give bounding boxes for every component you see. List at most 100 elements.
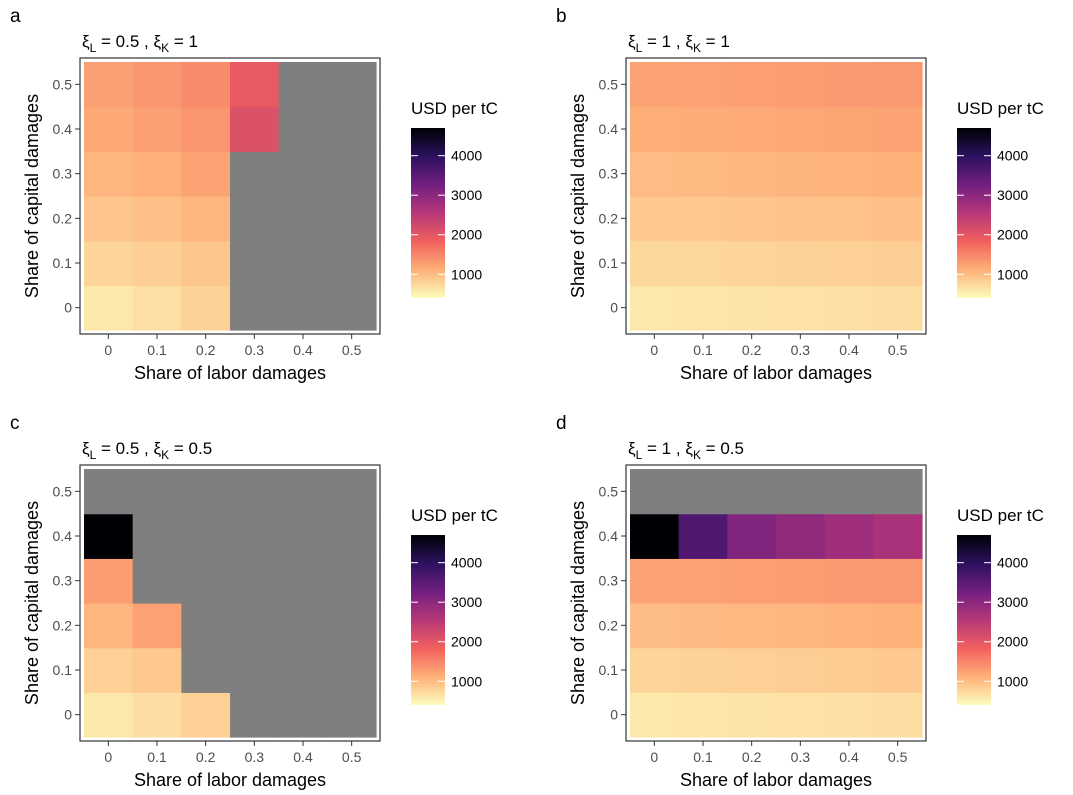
heat-cell: [727, 647, 777, 693]
x-tick-label: 0.4: [839, 749, 859, 765]
x-tick-label: 0: [104, 342, 112, 358]
x-tick-label: 0.5: [342, 749, 362, 765]
legend-colorbar: [411, 535, 445, 705]
y-tick-label: 0.3: [599, 166, 619, 182]
legend-break-label: 3000: [997, 187, 1028, 203]
x-tick-label: 0.2: [742, 342, 762, 358]
x-axis-label: Share of labor damages: [680, 770, 872, 790]
heat-cell: [278, 106, 328, 152]
panel-title: ξL = 1 , ξK = 1: [628, 32, 730, 55]
heat-cell: [776, 647, 826, 693]
x-tick-label: 0.5: [342, 342, 362, 358]
heat-cell: [873, 106, 923, 152]
heat-cell: [824, 603, 874, 649]
y-tick-label: 0.5: [53, 483, 73, 499]
legend-break-label: 4000: [997, 148, 1028, 164]
heat-cell: [327, 285, 377, 331]
heat-cell: [630, 513, 680, 559]
heat-cell: [776, 196, 826, 242]
legend-break-label: 1000: [997, 266, 1028, 282]
heat-cell: [824, 469, 874, 515]
heat-cell: [678, 240, 728, 286]
heat-cell: [824, 513, 874, 559]
heat-cell: [132, 603, 182, 649]
heat-cell: [727, 603, 777, 649]
x-tick-label: 0.2: [196, 342, 216, 358]
legend-title: USD per tC: [957, 99, 1044, 118]
heat-cell: [727, 469, 777, 515]
legend-break-label: 1000: [997, 673, 1028, 689]
heat-cell: [776, 469, 826, 515]
heat-cell: [630, 151, 680, 197]
x-tick-label: 0.3: [245, 342, 265, 358]
legend-break-label: 3000: [451, 594, 482, 610]
y-axis-label: Share of capital damages: [22, 501, 42, 705]
heat-cell: [678, 196, 728, 242]
heat-cell: [873, 603, 923, 649]
x-tick-label: 0.1: [693, 342, 713, 358]
heat-cell: [230, 647, 280, 693]
heat-cell: [132, 513, 182, 559]
x-tick-label: 0: [650, 342, 658, 358]
legend-break-label: 4000: [997, 555, 1028, 571]
heat-cell: [824, 196, 874, 242]
heat-cell: [630, 196, 680, 242]
heat-cell: [873, 469, 923, 515]
heat-cell: [327, 513, 377, 559]
heat-cell: [678, 692, 728, 738]
legend-break-label: 2000: [451, 227, 482, 243]
heat-cell: [278, 603, 328, 649]
heat-cell: [278, 513, 328, 559]
heat-cell: [84, 603, 134, 649]
y-axis-label: Share of capital damages: [568, 94, 588, 298]
y-axis-label: Share of capital damages: [22, 94, 42, 298]
y-tick-label: 0.4: [53, 528, 73, 544]
legend-break-label: 4000: [451, 148, 482, 164]
heat-cell: [278, 469, 328, 515]
heat-cell: [132, 558, 182, 604]
heat-cell: [327, 62, 377, 108]
heat-cell: [776, 558, 826, 604]
heat-cell: [824, 285, 874, 331]
heat-cell: [678, 106, 728, 152]
heat-cell: [327, 469, 377, 515]
y-tick-label: 0.1: [599, 255, 619, 271]
heat-cell: [84, 240, 134, 286]
y-tick-label: 0.3: [53, 166, 73, 182]
heat-cell: [873, 196, 923, 242]
heat-cell: [84, 469, 134, 515]
y-tick-label: 0.5: [53, 76, 73, 92]
heat-cell: [84, 647, 134, 693]
x-tick-label: 0: [104, 749, 112, 765]
heat-cell: [230, 692, 280, 738]
y-tick-label: 0.2: [53, 617, 73, 633]
heat-cell: [776, 62, 826, 108]
heat-cell: [230, 603, 280, 649]
heat-cell: [630, 106, 680, 152]
heat-cell: [181, 647, 231, 693]
heat-cell: [230, 240, 280, 286]
heat-cell: [727, 285, 777, 331]
y-tick-label: 0: [610, 707, 618, 723]
heat-cell: [678, 558, 728, 604]
legend-title: USD per tC: [411, 506, 498, 525]
heat-cell: [678, 513, 728, 559]
x-tick-label: 0.3: [791, 342, 811, 358]
heat-cell: [278, 647, 328, 693]
heat-cell: [678, 62, 728, 108]
x-tick-label: 0.3: [791, 749, 811, 765]
heat-cell: [84, 62, 134, 108]
heat-cell: [727, 692, 777, 738]
x-tick-label: 0.1: [147, 342, 167, 358]
panel-border: [625, 464, 927, 742]
heat-cell: [678, 603, 728, 649]
heat-cell: [727, 196, 777, 242]
y-tick-label: 0.1: [53, 662, 73, 678]
heat-cell: [776, 603, 826, 649]
heat-cell: [327, 603, 377, 649]
heat-cell: [181, 692, 231, 738]
heat-cell: [278, 692, 328, 738]
x-tick-label: 0: [650, 749, 658, 765]
panel-border: [625, 57, 927, 335]
